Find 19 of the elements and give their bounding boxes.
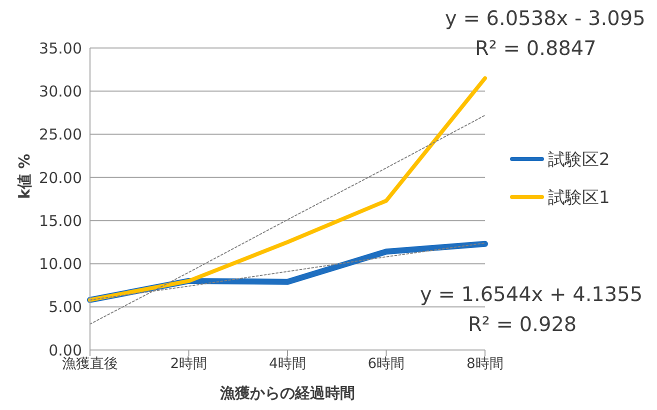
y-axis-title: k値 %: [15, 154, 34, 199]
legend-label: 試験区1: [548, 186, 610, 208]
legend-label: 試験区2: [548, 148, 610, 170]
annotation: y = 1.6544x + 4.1355: [420, 282, 643, 306]
y-tick-label: 15.00: [39, 212, 82, 230]
x-axis-title: 漁獲からの経過時間: [219, 384, 355, 402]
x-tick-label: 8時間: [466, 356, 504, 372]
text: y = 6.0538x - 3.095: [445, 6, 646, 30]
y-tick-label: 35.00: [39, 39, 82, 58]
x-tick-label: 6時間: [368, 356, 405, 372]
x-tick-label: 2時間: [170, 356, 208, 372]
annotation: R² = 0.928: [468, 312, 577, 336]
x-tick-label: 4時間: [269, 356, 306, 372]
y-tick-label: 25.00: [39, 126, 82, 144]
y-tick-label: 30.00: [39, 82, 82, 100]
y-tick-label: 20.00: [39, 168, 82, 187]
y-tick-label: 5.00: [48, 298, 82, 316]
annotation: R² = 0.8847: [475, 36, 596, 60]
y-tick-label: 10.00: [39, 255, 82, 274]
